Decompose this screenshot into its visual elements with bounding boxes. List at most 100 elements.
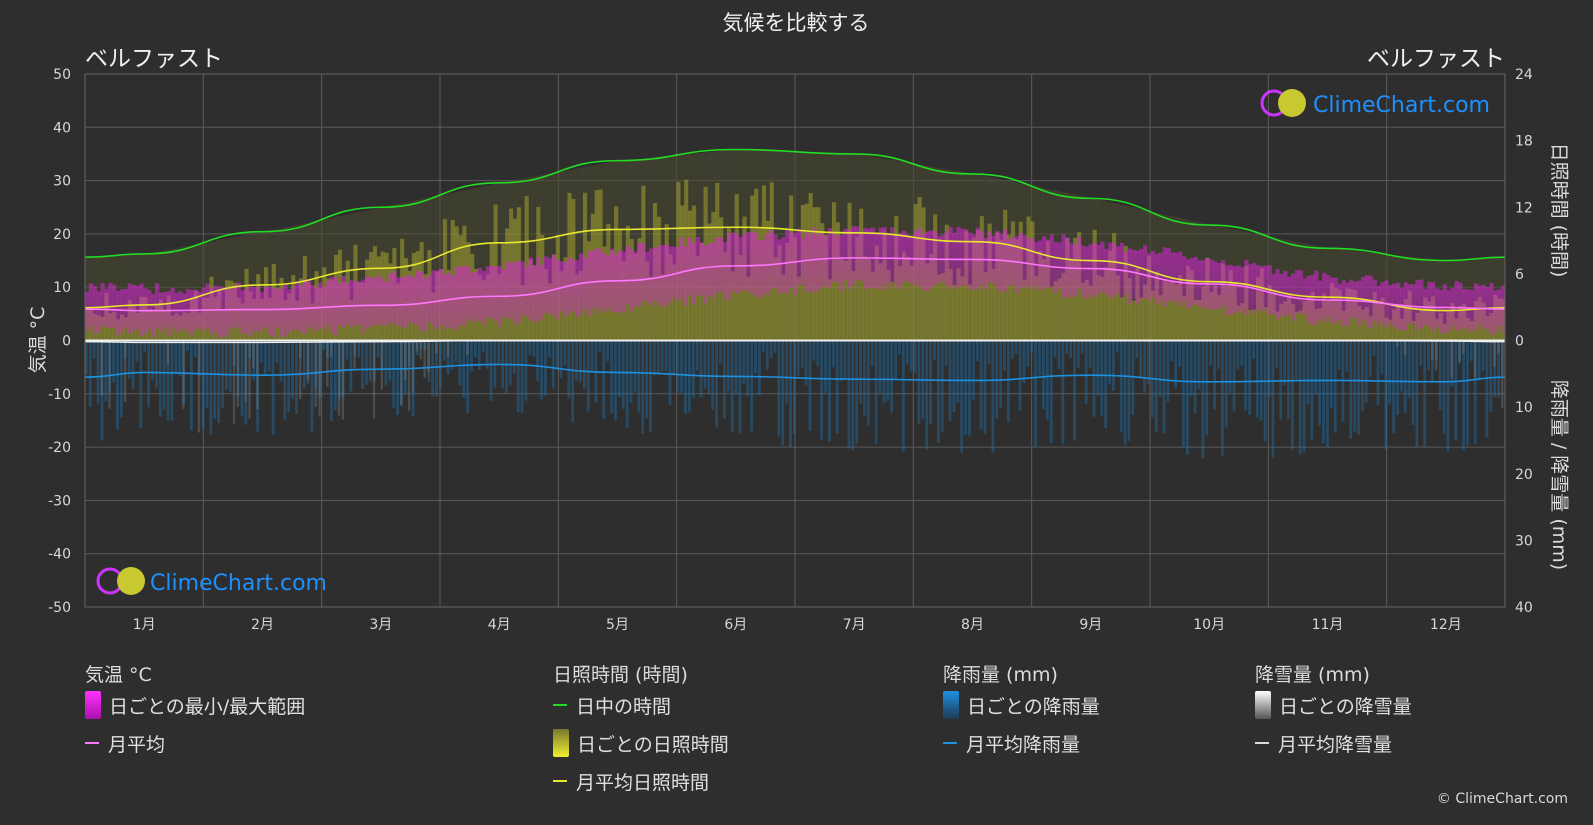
temp-range-bar [524,267,529,317]
rain-bar [190,340,193,431]
tick-label-right-bottom: 10 [1515,400,1533,416]
sunshine-bar [649,276,654,341]
rain-bar [1501,340,1504,376]
rain-bar [828,340,831,442]
snow-bar [1458,340,1461,364]
rain-bar [972,340,975,400]
temp-range-bar [400,276,405,327]
temp-range-bar [820,231,825,289]
rain-bar [104,340,108,402]
rain-bar [1283,340,1286,386]
sunshine-bar [905,256,911,341]
daylight-bar [349,213,354,341]
rain-bar [812,340,816,361]
temp-range-bar [485,266,491,319]
temp-range-bar [536,257,541,322]
rain-bar [489,340,493,402]
temp-range-bar [1166,247,1171,301]
temp-range-bar [1057,242,1062,289]
rain-bar [197,340,201,377]
rain-bar [404,340,407,395]
daylight-bar [520,178,526,341]
temp-range-bar [1372,279,1378,321]
sunshine-bar [1388,319,1393,341]
sunshine-bar [1007,234,1012,341]
temp-range-bar [322,286,327,331]
rain-bar [937,340,940,444]
daily-bars [85,149,1506,459]
legend-item: 日中の時間 [553,686,729,724]
rain-bar [1182,340,1185,447]
temp-range-bar [411,277,417,325]
temp-range-bar [633,251,638,307]
rain-swatch [943,691,959,719]
rain-bar [1127,340,1131,441]
rain-bar [123,340,127,359]
sunshine-bar [1061,272,1066,341]
sunshine-bar [1166,282,1171,341]
rain-bar [579,340,582,383]
rain-bar [1135,340,1139,359]
sunshine-bar [898,266,903,341]
rain-bar [1022,340,1026,384]
rain-bar [1271,340,1275,458]
temp-range-bar [1143,245,1148,299]
daylight-bar [240,235,245,341]
rain-bar [372,340,376,381]
rain-bar [287,340,291,413]
temp-range-bar [1213,261,1218,310]
temp-range-bar [769,230,775,290]
sunshine-bar [1252,309,1257,341]
temp-range-bar [1189,258,1195,307]
rain-bar [256,340,259,432]
rain-bar [1372,340,1376,357]
rain-bar [1302,340,1306,453]
climate-chart: 50 40 30 20 10 0 -10 -20 -30 -40 -50 24 18 12 6 0 10 20 30… [27,11,1570,633]
sunshine-bar [839,257,845,341]
rain-bar [1189,340,1193,397]
rain-bar [1232,340,1236,412]
temp-range-bar [855,226,860,280]
rain-bar [302,340,306,389]
temp-range-bar [921,233,926,291]
rain-bar [1077,340,1080,368]
daylight-bar [263,231,269,341]
rain-bar [120,340,123,418]
rain-bar [1178,340,1181,367]
tick-label-right-top: 0 [1515,334,1524,350]
temp-range-bar [439,269,444,326]
temp-range-bar [987,231,992,283]
rain-bar [1458,340,1462,362]
temp-range-bar [1493,290,1498,333]
rain-bar [225,340,228,390]
daylight-bar [442,194,448,341]
sunshine-bar [968,284,973,341]
rain-bar [85,340,88,375]
daylight-bar [427,197,432,341]
temp-range-bar [1427,281,1432,327]
rain-bar [1361,340,1364,412]
sunshine-bar [870,271,876,341]
sunshine-bar [1279,303,1284,341]
rain-bar [590,340,594,372]
rain-bar [1411,340,1415,425]
temp-range-bar [1092,242,1097,298]
temp-range-bar [1045,239,1051,288]
legend-item: 月平均降雪量 [1255,724,1412,762]
rain-bar [1419,340,1423,367]
temp-range-bar [310,284,315,330]
temp-range-bar [446,272,452,329]
temp-range-bar [88,283,94,327]
temp-range-bar [442,274,448,330]
snow-bar [1462,340,1465,354]
rain-bar [1298,340,1302,455]
sunshine-bar [948,268,953,341]
rain-bar [505,340,508,394]
temp-range-bar [625,245,631,305]
temp-range-bar [345,283,350,325]
temp-range-bar [691,243,697,305]
rain-bar [886,340,890,402]
daylight-bar [602,163,607,341]
rain-bar [1388,340,1392,404]
daylight-bar [357,212,362,341]
